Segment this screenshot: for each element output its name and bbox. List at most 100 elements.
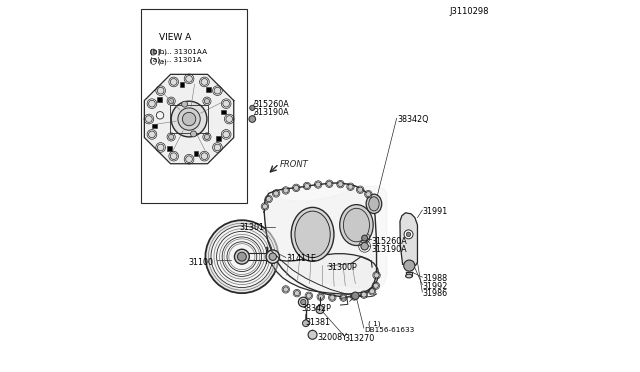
Circle shape xyxy=(373,283,378,288)
Circle shape xyxy=(262,204,268,209)
Text: (a): (a) xyxy=(157,58,167,65)
Polygon shape xyxy=(267,186,387,288)
Circle shape xyxy=(222,237,262,276)
Circle shape xyxy=(361,243,369,250)
Circle shape xyxy=(204,99,209,104)
Circle shape xyxy=(298,297,308,307)
Text: J3110298: J3110298 xyxy=(449,7,489,16)
Circle shape xyxy=(168,99,174,104)
Circle shape xyxy=(234,249,250,264)
Circle shape xyxy=(148,100,156,107)
Circle shape xyxy=(223,131,230,138)
Circle shape xyxy=(341,295,346,300)
Circle shape xyxy=(186,156,193,163)
Circle shape xyxy=(308,330,317,339)
Text: DB156-61633: DB156-61633 xyxy=(364,327,414,333)
Text: 31300P: 31300P xyxy=(328,263,357,272)
Polygon shape xyxy=(264,183,376,297)
Ellipse shape xyxy=(366,194,381,214)
Circle shape xyxy=(211,226,273,288)
FancyBboxPatch shape xyxy=(141,9,248,203)
Circle shape xyxy=(283,287,289,292)
Text: 313270: 313270 xyxy=(344,334,375,343)
Circle shape xyxy=(148,131,156,138)
Text: 315260A: 315260A xyxy=(254,100,289,109)
Circle shape xyxy=(186,76,193,82)
Circle shape xyxy=(201,78,208,85)
Text: 38342Q: 38342Q xyxy=(397,115,429,124)
Circle shape xyxy=(145,116,152,122)
Text: 31100: 31100 xyxy=(189,258,214,267)
Text: VIEW A: VIEW A xyxy=(159,33,191,42)
Text: (b): (b) xyxy=(157,49,167,55)
Circle shape xyxy=(182,112,196,126)
Circle shape xyxy=(404,260,415,271)
Circle shape xyxy=(266,196,271,202)
Circle shape xyxy=(204,134,209,140)
Circle shape xyxy=(269,253,276,260)
Circle shape xyxy=(227,242,257,272)
Circle shape xyxy=(266,250,280,263)
Text: (b) .... 31301AA: (b) .... 31301AA xyxy=(150,48,207,55)
Circle shape xyxy=(178,108,200,130)
Text: 31381: 31381 xyxy=(305,318,330,327)
Circle shape xyxy=(249,116,255,122)
Circle shape xyxy=(250,105,255,110)
Text: 31991: 31991 xyxy=(422,207,447,216)
Text: 313190A: 313190A xyxy=(371,245,407,254)
Text: 31986: 31986 xyxy=(422,289,447,298)
Circle shape xyxy=(150,49,156,55)
FancyBboxPatch shape xyxy=(216,137,221,141)
Circle shape xyxy=(303,320,309,327)
Circle shape xyxy=(156,112,164,119)
FancyBboxPatch shape xyxy=(157,97,162,102)
Circle shape xyxy=(369,289,374,294)
Ellipse shape xyxy=(340,205,373,246)
Circle shape xyxy=(226,116,232,122)
Circle shape xyxy=(316,305,324,314)
Text: 31301: 31301 xyxy=(239,223,264,232)
Circle shape xyxy=(348,184,353,189)
Circle shape xyxy=(305,183,310,189)
Circle shape xyxy=(371,198,376,203)
Polygon shape xyxy=(145,74,234,164)
FancyBboxPatch shape xyxy=(194,151,198,156)
Ellipse shape xyxy=(291,208,334,261)
FancyBboxPatch shape xyxy=(221,110,226,114)
Circle shape xyxy=(365,192,371,197)
Circle shape xyxy=(205,220,278,293)
Circle shape xyxy=(283,188,289,193)
Circle shape xyxy=(406,232,411,237)
Circle shape xyxy=(362,292,367,297)
Circle shape xyxy=(326,181,332,186)
FancyBboxPatch shape xyxy=(180,82,184,87)
FancyBboxPatch shape xyxy=(152,124,157,128)
Polygon shape xyxy=(267,247,379,294)
Text: ( 1): ( 1) xyxy=(369,320,381,327)
Circle shape xyxy=(358,187,363,192)
Text: 31988: 31988 xyxy=(422,274,447,283)
Circle shape xyxy=(318,294,323,299)
Circle shape xyxy=(157,87,164,94)
FancyBboxPatch shape xyxy=(167,146,172,151)
Text: 31411E: 31411E xyxy=(287,254,317,263)
Circle shape xyxy=(330,295,335,300)
Circle shape xyxy=(404,230,413,239)
Ellipse shape xyxy=(369,197,379,211)
Text: 315260A: 315260A xyxy=(371,237,407,246)
Circle shape xyxy=(273,191,278,196)
Circle shape xyxy=(351,292,359,299)
Circle shape xyxy=(301,299,306,305)
Circle shape xyxy=(338,182,343,187)
Circle shape xyxy=(157,144,164,151)
Text: 38342P: 38342P xyxy=(301,304,332,313)
Circle shape xyxy=(216,231,267,282)
FancyBboxPatch shape xyxy=(207,87,211,92)
Polygon shape xyxy=(400,213,417,266)
Ellipse shape xyxy=(295,211,330,257)
Ellipse shape xyxy=(344,208,369,242)
Circle shape xyxy=(306,293,312,298)
Circle shape xyxy=(362,235,367,241)
Circle shape xyxy=(170,153,177,160)
Text: 313190A: 313190A xyxy=(254,108,289,117)
